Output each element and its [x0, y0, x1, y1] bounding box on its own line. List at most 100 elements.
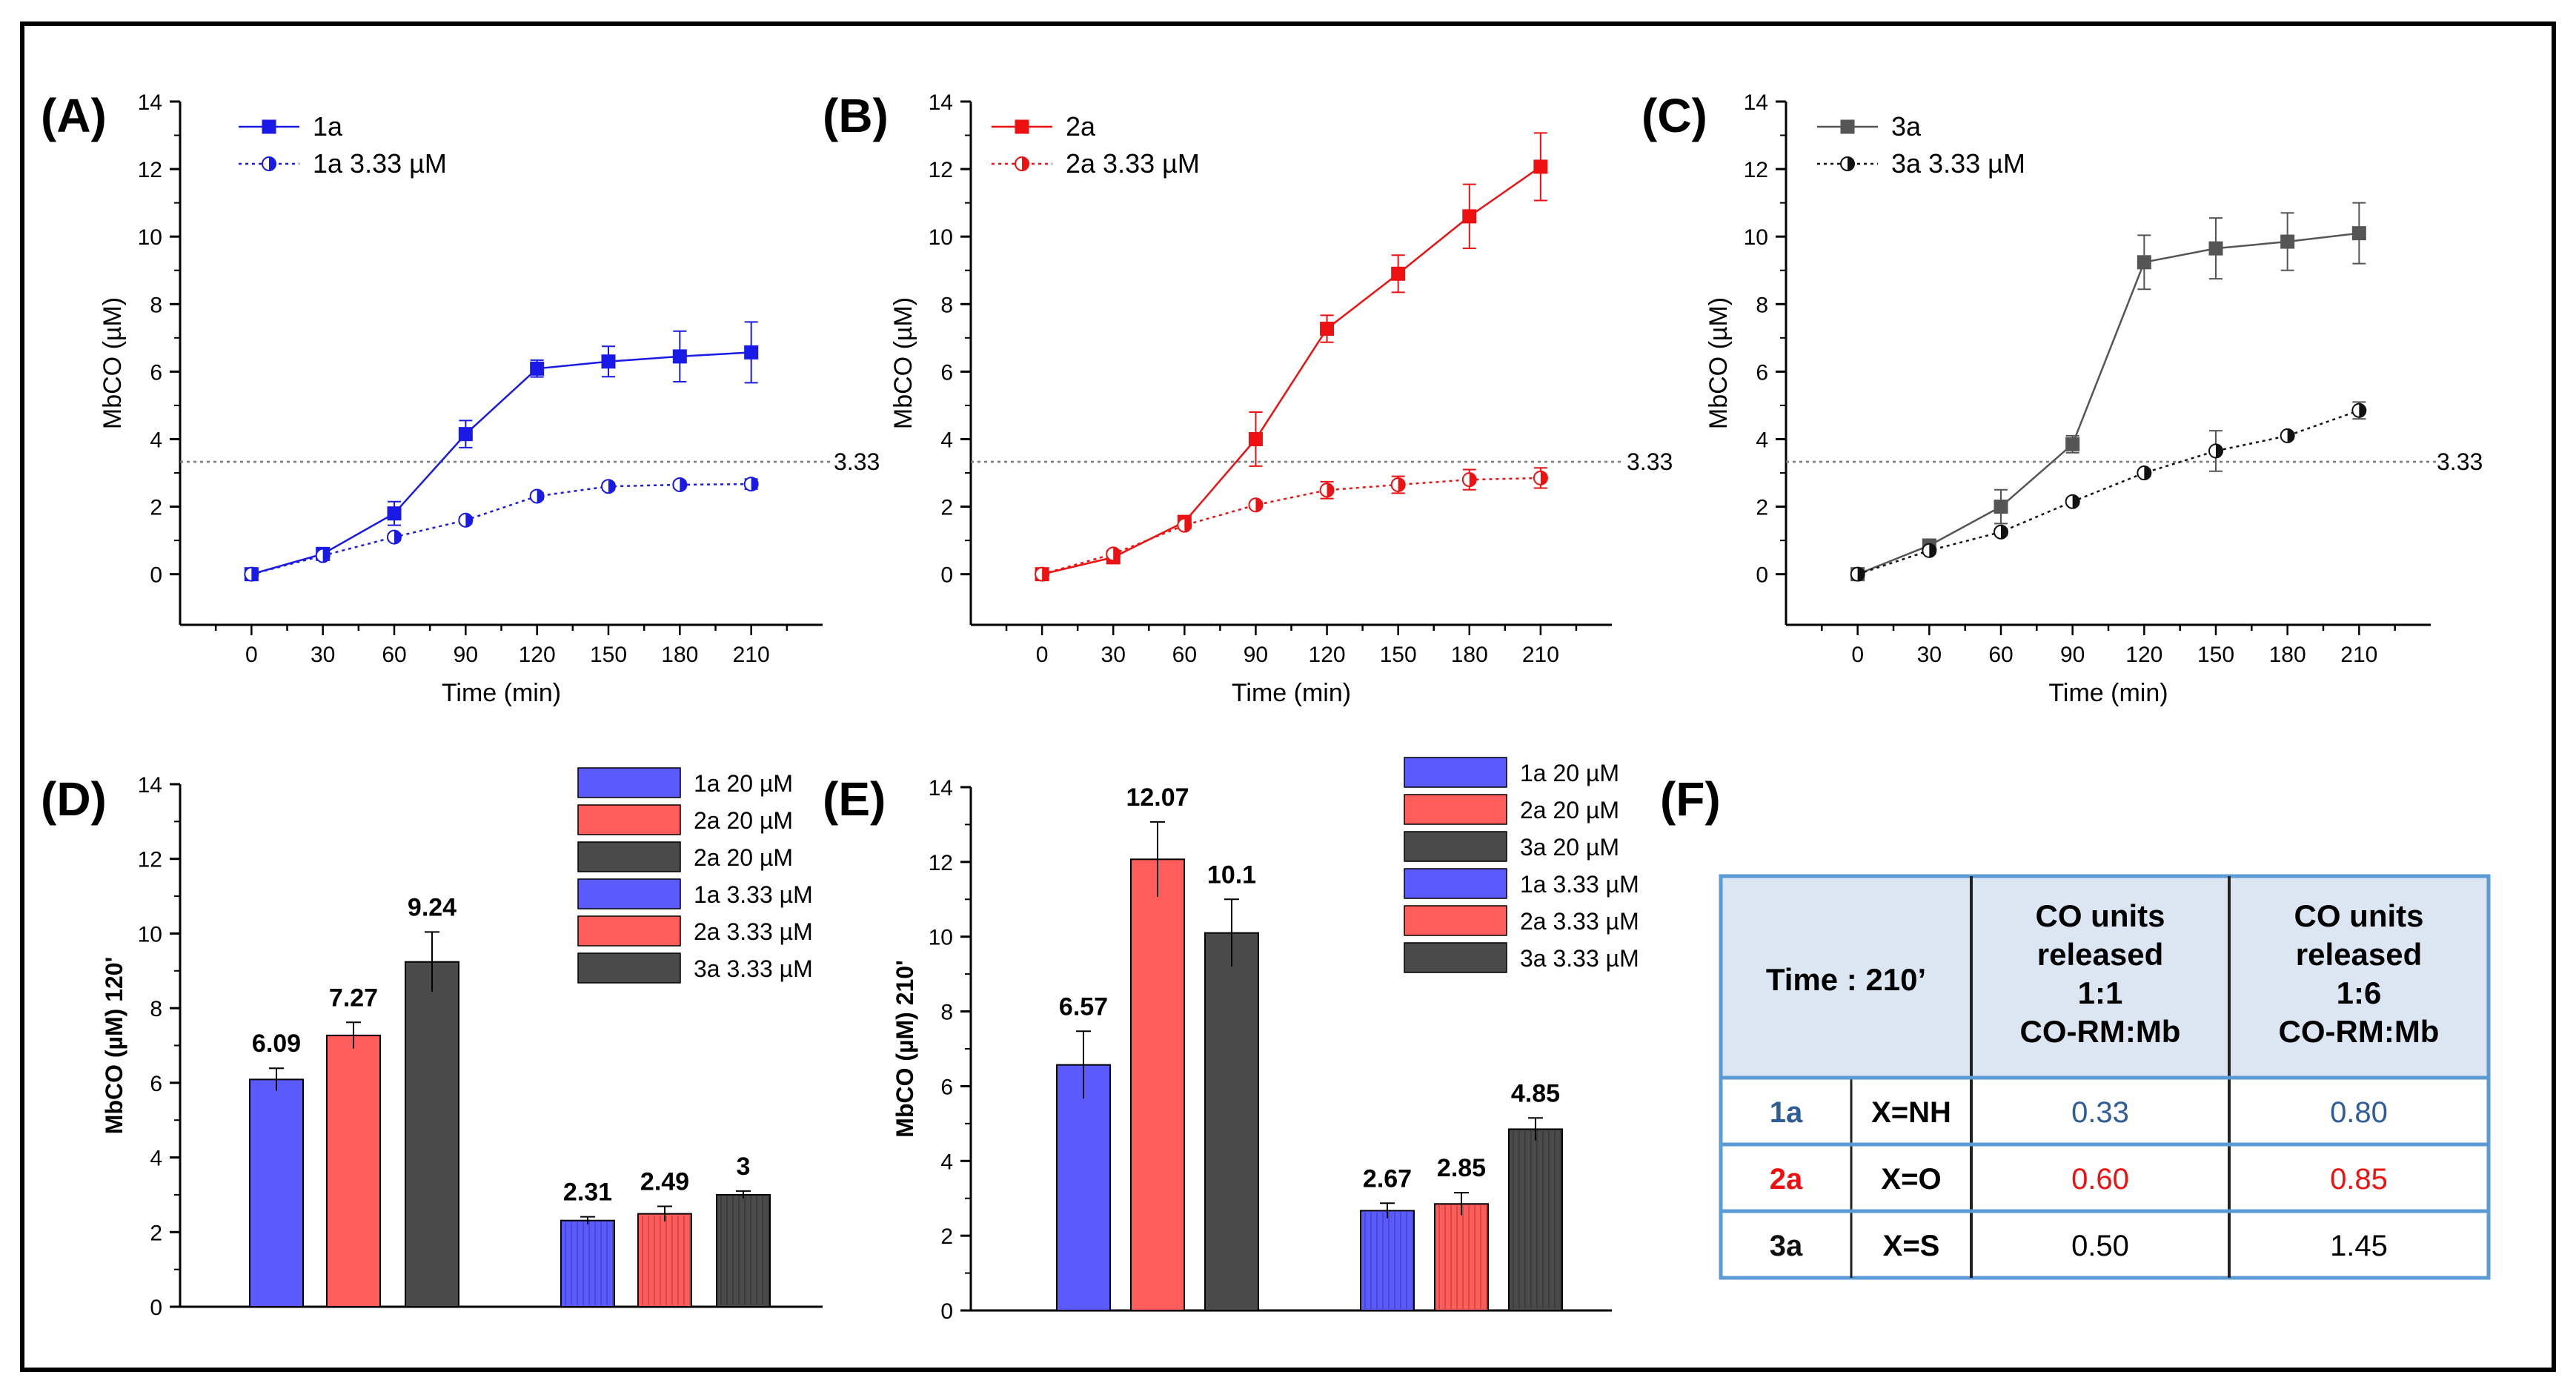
legend-swatch-d-1: [577, 804, 681, 835]
y-tick-label-e-0: 0: [940, 1299, 953, 1324]
y-tick-label-b-5: 10: [929, 225, 953, 250]
panel-label-e: (E): [823, 772, 886, 826]
point-a-0-2: [387, 506, 402, 521]
point-a-1-0-half: [251, 567, 259, 581]
table-head-col1-line2: released: [2037, 937, 2163, 972]
point-a-0-6: [672, 349, 687, 364]
x-tick-label-c-3: 90: [2060, 643, 2085, 667]
reference-line-label-b: 3.33: [1627, 448, 1673, 475]
y-axis-label-c: MbCO (µM): [1704, 297, 1733, 429]
reference-line-label-c: 3.33: [2437, 448, 2483, 475]
line-chart-c: 0 2 4 6 8 10 12 14 0 30 60 90 120 150 180 210 Time (min)…: [1704, 90, 2483, 707]
y-tick-label-d-1: 2: [150, 1221, 162, 1245]
table-row-2-v2: 0.85: [2330, 1163, 2388, 1196]
y-tick-label-c-7: 14: [1744, 90, 1768, 115]
table-head-col2-line3: 1:6: [2337, 975, 2382, 1010]
legend-label-e-1: 2a 20 µM: [1520, 797, 1619, 823]
x-tick-label-a-6: 180: [661, 643, 698, 667]
legend-swatch-e-1: [1404, 794, 1507, 825]
y-tick-label-d-7: 14: [138, 773, 162, 798]
table-head-col1-line4: CO-RM:Mb: [2020, 1014, 2181, 1049]
point-c-1-1: [1922, 543, 1937, 558]
legend-swatch-e-5: [1404, 942, 1507, 973]
panel-label-b: (B): [823, 89, 889, 142]
bar-e-3: [1360, 1210, 1415, 1311]
point-b-1-0-half: [1042, 567, 1049, 581]
point-c-1-6-half: [2287, 428, 2294, 443]
y-axis-label-a: MbCO (µM): [99, 297, 127, 429]
y-axis-label-e: MbCO (µM) 210': [892, 960, 918, 1137]
point-c-1-0-half: [1857, 567, 1865, 581]
bar-label-e-0: 6.57: [1059, 992, 1108, 1021]
table-head-col2-line2: released: [2296, 937, 2422, 972]
x-tick-label-c-7: 210: [2340, 643, 2377, 667]
point-c-1-4-half: [2144, 466, 2151, 480]
y-tick-label-a-3: 6: [150, 360, 162, 385]
x-tick-label-b-4: 120: [1309, 643, 1346, 667]
series-line-b-1: [1041, 477, 1541, 575]
bar-d-4: [637, 1213, 692, 1308]
legend-label-e-3: 1a 3.33 µM: [1520, 871, 1639, 898]
point-b-1-2-half: [1184, 518, 1192, 532]
y-tick-label-c-1: 2: [1756, 496, 1768, 520]
y-tick-label-d-5: 10: [138, 922, 162, 947]
table-row-1-v2: 0.80: [2330, 1096, 2388, 1129]
point-a-0-4: [530, 361, 545, 376]
legend-marker-c-1: [1840, 156, 1855, 171]
legend-marker-c-1-half: [1848, 157, 1854, 170]
point-b-1-1-half: [1113, 547, 1121, 561]
table-row-1-x: X=NH: [1871, 1096, 1951, 1129]
x-tick-label-c-6: 180: [2269, 643, 2306, 667]
y-tick-label-c-5: 10: [1744, 225, 1768, 250]
legend-swatch-d-2: [577, 841, 681, 872]
point-c-1-2-half: [2001, 525, 2008, 539]
y-tick-label-b-4: 8: [940, 293, 953, 317]
table-row-2-v1: 0.60: [2071, 1163, 2129, 1196]
x-tick-label-c-1: 30: [1917, 643, 1942, 667]
point-a-1-7: [743, 477, 759, 492]
legend-marker-c-0: [1840, 119, 1855, 134]
point-c-1-4: [2137, 465, 2152, 481]
point-c-0-3: [2065, 437, 2080, 451]
table-row-3-v2: 1.45: [2330, 1230, 2388, 1262]
x-axis-label-c: Time (min): [2048, 679, 2168, 707]
y-tick-label-c-4: 8: [1756, 293, 1768, 317]
y-tick-label-b-3: 6: [940, 360, 953, 385]
point-a-0-7: [744, 345, 759, 359]
x-tick-label-b-5: 150: [1380, 643, 1417, 667]
bar-d-1: [326, 1034, 381, 1308]
point-a-1-1: [315, 548, 331, 563]
y-tick-label-d-2: 4: [150, 1147, 162, 1171]
x-tick-label-c-4: 120: [2125, 643, 2162, 667]
legend-swatch-e-2: [1404, 831, 1507, 862]
point-c-0-7: [2351, 226, 2366, 241]
y-tick-label-a-5: 10: [138, 225, 162, 250]
point-a-1-6: [672, 477, 688, 492]
bar-d-3: [560, 1219, 615, 1308]
legend-label-b-0: 2a: [1066, 111, 1096, 142]
legend-label-a-0: 1a: [313, 111, 343, 142]
point-b-0-4: [1320, 322, 1335, 337]
point-c-1-5-half: [2216, 444, 2223, 458]
y-tick-label-c-3: 6: [1756, 360, 1768, 385]
reference-line-label-a: 3.33: [834, 448, 880, 475]
table-head-time: Time : 210’: [1766, 962, 1926, 997]
table-row-1-v1: 0.33: [2071, 1096, 2129, 1129]
point-b-1-4: [1319, 483, 1335, 498]
point-a-1-0: [244, 566, 259, 582]
bar-label-d-5: 3: [737, 1153, 751, 1181]
series-line-b-0: [1041, 165, 1541, 575]
y-tick-label-a-4: 8: [150, 293, 162, 317]
point-c-0-4: [2137, 255, 2151, 270]
x-tick-label-b-1: 30: [1101, 643, 1126, 667]
point-c-1-3: [2065, 494, 2080, 509]
table-head-col2-line4: CO-RM:Mb: [2279, 1014, 2440, 1049]
x-tick-label-c-2: 60: [1988, 643, 2013, 667]
y-tick-label-d-3: 6: [150, 1072, 162, 1096]
point-b-1-3: [1248, 497, 1264, 513]
bar-label-e-1: 12.07: [1126, 783, 1189, 812]
legend-swatch-e-4: [1404, 905, 1507, 936]
panel-label-c: (C): [1641, 89, 1707, 142]
legend-label-a-1: 1a 3.33 µM: [313, 148, 447, 179]
